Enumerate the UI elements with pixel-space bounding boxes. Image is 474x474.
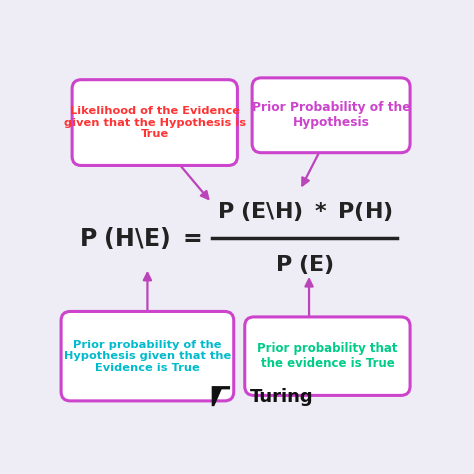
FancyArrowPatch shape <box>144 273 151 318</box>
FancyArrowPatch shape <box>302 146 322 185</box>
FancyBboxPatch shape <box>245 317 410 395</box>
FancyBboxPatch shape <box>72 80 237 165</box>
FancyArrowPatch shape <box>305 279 313 323</box>
Text: $\mathbf{P\ (E)}$: $\mathbf{P\ (E)}$ <box>275 253 334 276</box>
Text: $\mathbf{P\ (E{\backslash}H)\ *\ P(H)}$: $\mathbf{P\ (E{\backslash}H)\ *\ P(H)}$ <box>217 201 392 224</box>
Text: Prior probability of the
Hypothesis given that the
Evidence is True: Prior probability of the Hypothesis give… <box>64 339 231 373</box>
Text: Turing: Turing <box>250 388 314 406</box>
Text: Prior Probability of the
Hypothesis: Prior Probability of the Hypothesis <box>252 101 410 129</box>
Text: Likelihood of the Evidence
given that the Hypothesis is
True: Likelihood of the Evidence given that th… <box>64 106 246 139</box>
FancyArrowPatch shape <box>175 159 208 199</box>
FancyBboxPatch shape <box>61 311 234 401</box>
Polygon shape <box>212 386 230 406</box>
Text: Prior probability that
the evidence is True: Prior probability that the evidence is T… <box>257 342 398 370</box>
Text: $\mathbf{P\ (H{\backslash}E)\ =}$: $\mathbf{P\ (H{\backslash}E)\ =}$ <box>79 225 201 251</box>
FancyBboxPatch shape <box>252 78 410 153</box>
